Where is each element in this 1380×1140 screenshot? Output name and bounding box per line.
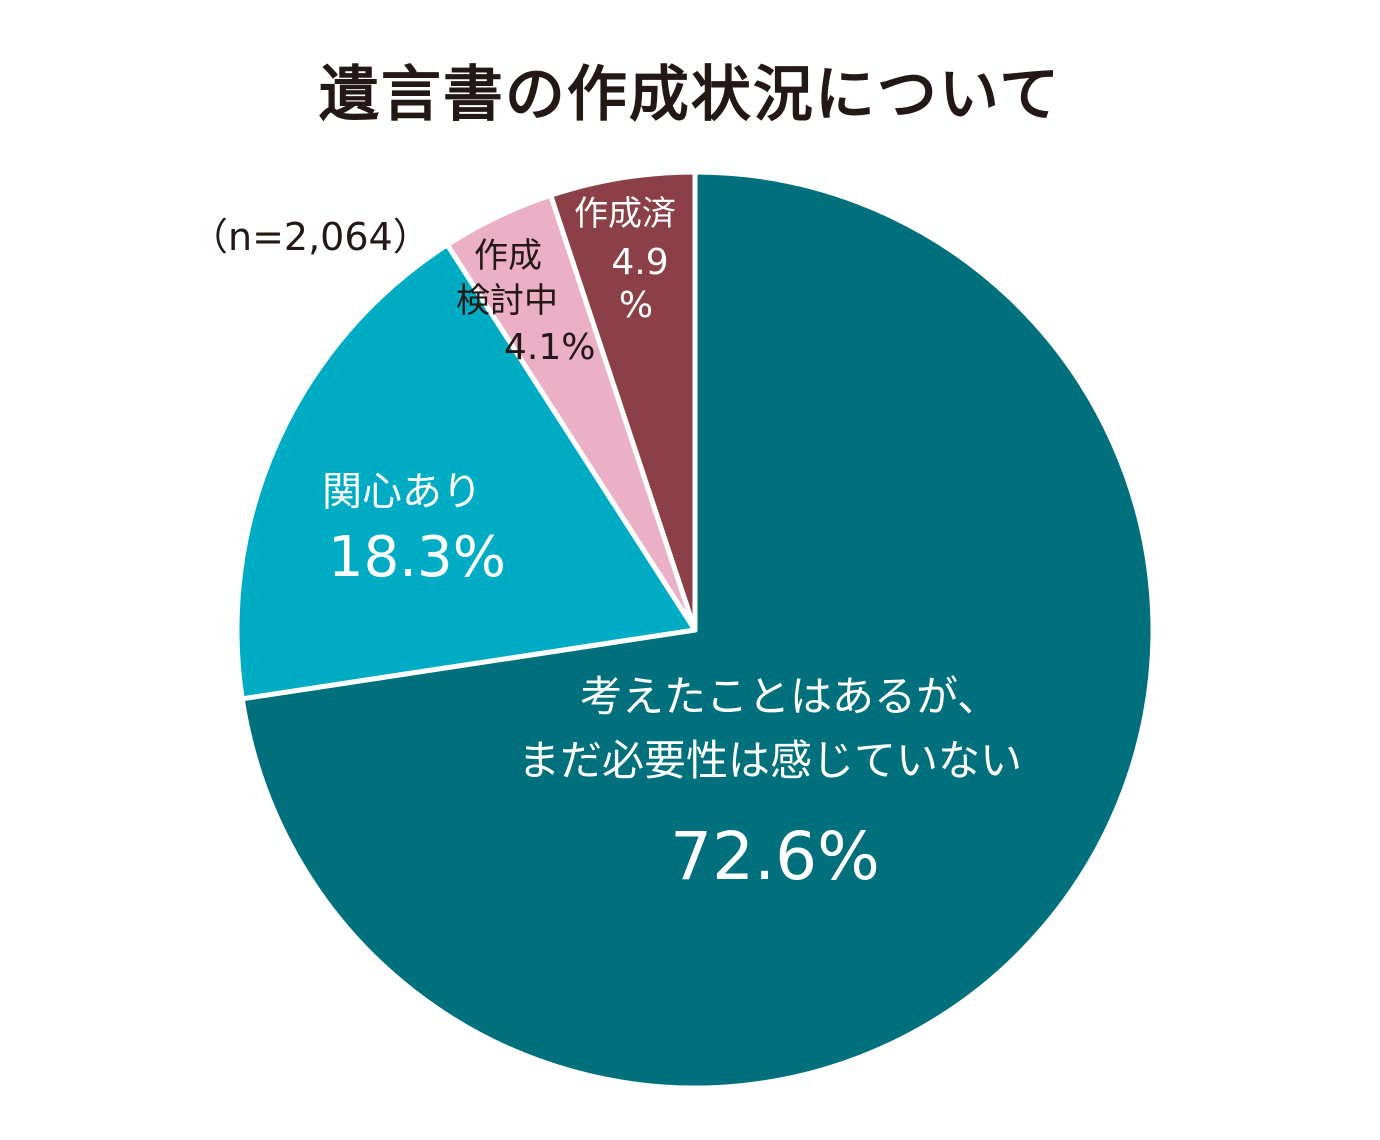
- slice-not-needed: [239, 169, 1156, 1091]
- label-considering-value: 4.1%: [504, 326, 596, 368]
- chart-title: 遺言書の作成状況について: [318, 60, 1062, 130]
- label-created: 作成済 4.9 %: [560, 194, 690, 327]
- label-created-name: 作成済: [574, 194, 676, 234]
- label-not-needed-value: 72.6%: [670, 817, 880, 895]
- label-considering-line1: 作成: [474, 236, 542, 276]
- label-created-value-number: 4.9: [611, 241, 669, 283]
- slice-created: [548, 169, 698, 633]
- label-interested: 関心あり 18.3%: [322, 468, 522, 591]
- label-created-value-percent: %: [618, 284, 654, 326]
- label-interested-name: 関心あり: [322, 469, 482, 515]
- label-not-needed-line1: 考えたことはあるが、: [580, 672, 1000, 721]
- slice-interested: [234, 242, 698, 702]
- label-not-needed: 考えたことはあるが、 まだ必要性は感じていない 72.6%: [470, 672, 1070, 896]
- label-not-needed-line2: まだ必要性は感じていない: [517, 736, 1022, 786]
- label-considering-line2: 検討中: [456, 280, 558, 321]
- label-considering: 作成 検討中 4.1%: [452, 236, 612, 369]
- label-interested-value: 18.3%: [328, 525, 506, 590]
- sample-size-label: （n=2,064）: [190, 215, 431, 259]
